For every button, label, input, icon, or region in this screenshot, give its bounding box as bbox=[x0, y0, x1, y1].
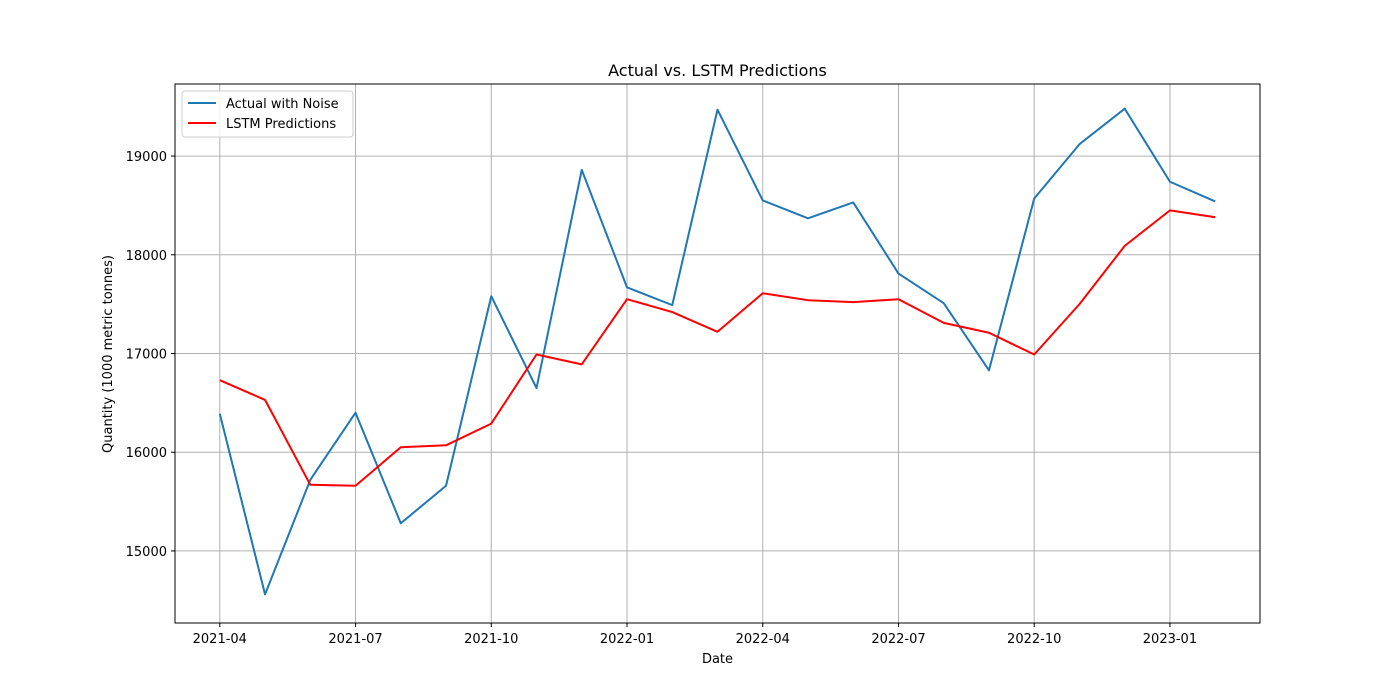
x-tick-label: 2021-07 bbox=[328, 632, 382, 647]
series-line-lstm bbox=[219, 209, 1216, 487]
x-tick-label: 2022-10 bbox=[1007, 632, 1061, 647]
x-tick-label: 2021-04 bbox=[193, 632, 247, 647]
legend-box bbox=[181, 90, 354, 138]
series-layer bbox=[218, 107, 1216, 596]
x-tick-label: 2022-07 bbox=[871, 632, 925, 647]
y-tick-label: 15000 bbox=[126, 545, 167, 560]
grid-lines bbox=[175, 84, 1260, 623]
x-tick-label: 2021-10 bbox=[464, 632, 518, 647]
series-line-actual bbox=[218, 107, 1216, 596]
y-axis-label: Quantity (1000 metric tonnes) bbox=[101, 255, 116, 453]
y-tick-label: 19000 bbox=[126, 150, 167, 165]
axis-ticks: 2021-04 2021-07 2021-10 2022-01 2022-04 2022-… bbox=[126, 150, 1197, 647]
legend-label: LSTM Predictions bbox=[226, 117, 336, 132]
x-axis-label: Date bbox=[702, 652, 733, 667]
legend-label: Actual with Noise bbox=[226, 97, 339, 112]
x-tick-label: 2023-01 bbox=[1143, 632, 1197, 647]
y-tick-label: 17000 bbox=[126, 348, 167, 363]
chart-title: Actual vs. LSTM Predictions bbox=[608, 61, 827, 80]
y-tick-label: 16000 bbox=[126, 446, 167, 461]
legend: Actual with Noise LSTM Predictions bbox=[181, 90, 354, 138]
x-tick-label: 2022-01 bbox=[600, 632, 654, 647]
x-tick-label: 2022-04 bbox=[736, 632, 790, 647]
y-tick-label: 18000 bbox=[126, 249, 167, 264]
